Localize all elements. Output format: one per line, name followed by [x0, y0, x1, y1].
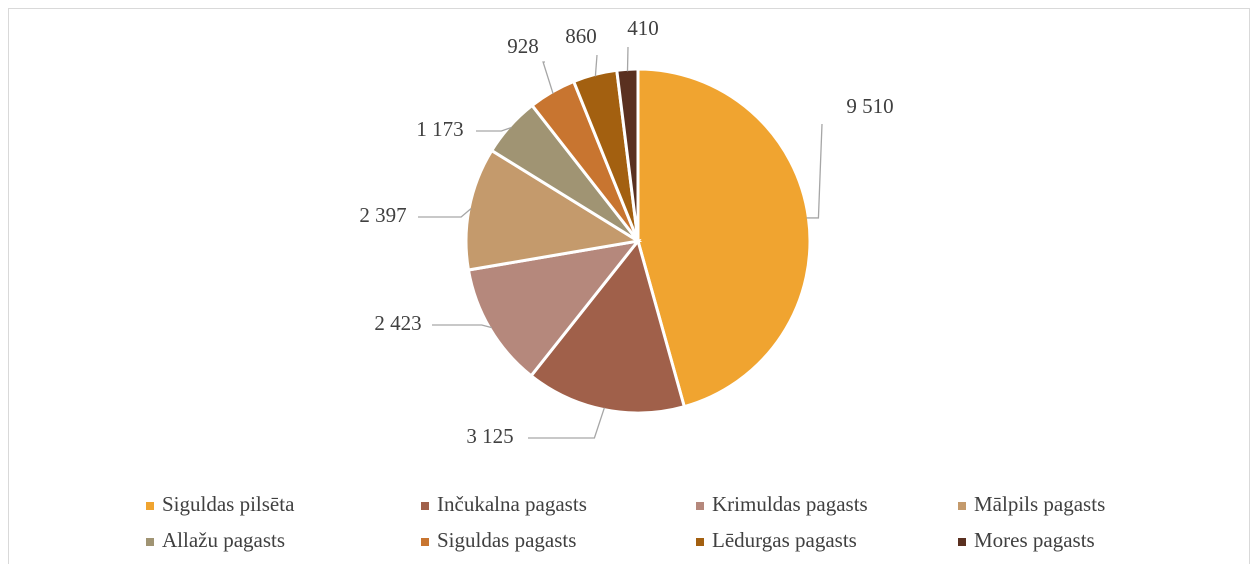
data-label: 860 [565, 24, 597, 48]
data-label: 928 [507, 34, 539, 58]
legend-marker [421, 538, 429, 546]
legend-label: Siguldas pagasts [437, 528, 576, 552]
data-label: 2 397 [359, 203, 406, 227]
legend-marker [421, 502, 429, 510]
leader-line [528, 407, 606, 439]
leader-line [626, 46, 629, 72]
leader-line [806, 123, 823, 219]
leader-line [418, 208, 472, 218]
legend-label: Mālpils pagasts [974, 492, 1105, 516]
leader-line [432, 324, 492, 329]
legend-marker [958, 538, 966, 546]
data-label: 2 423 [374, 311, 421, 335]
legend-label: Allažu pagasts [162, 528, 285, 552]
leader-line [542, 61, 554, 94]
data-label: 9 510 [846, 94, 893, 118]
legend-label: Lēdurgas pagasts [712, 528, 857, 552]
pie-slice [464, 148, 643, 272]
legend-label: Krimuldas pagasts [712, 492, 868, 516]
legend-label: Mores pagasts [974, 528, 1095, 552]
chart-frame [8, 8, 1250, 564]
leader-line [594, 54, 598, 77]
legend-marker [958, 502, 966, 510]
data-label: 3 125 [466, 424, 513, 448]
data-label: 1 173 [416, 117, 463, 141]
legend-marker [696, 502, 704, 510]
legend-label: Inčukalna pagasts [437, 492, 587, 516]
legend-label: Siguldas pilsēta [162, 492, 295, 516]
data-label: 410 [627, 16, 659, 40]
legend-marker [146, 502, 154, 510]
legend-marker [146, 538, 154, 546]
legend-marker [696, 538, 704, 546]
pie-slice [466, 238, 642, 378]
leader-line [476, 126, 512, 132]
